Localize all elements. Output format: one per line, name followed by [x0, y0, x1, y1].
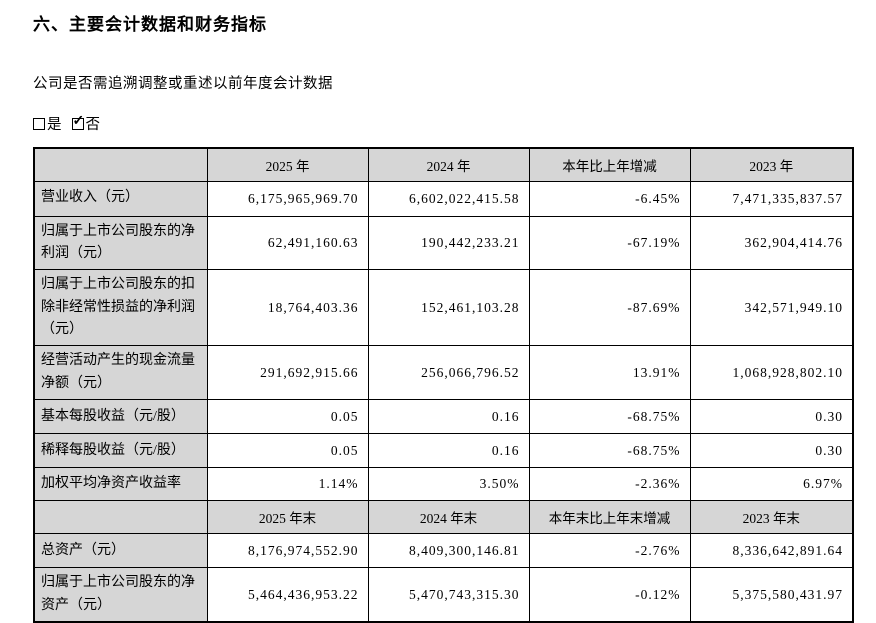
row-label: 总资产（元）	[33, 533, 208, 569]
value-cell: -2.76%	[528, 533, 691, 569]
header-cell	[33, 147, 208, 182]
checkbox-checked-icon	[71, 115, 84, 130]
header-cell-end-change: 本年末比上年末增减	[528, 500, 691, 535]
restatement-answer: 是 否	[33, 113, 853, 134]
header-cell-2024-end: 2024 年末	[367, 500, 530, 535]
value-cell: 0.05	[206, 433, 369, 469]
section-title: 六、主要会计数据和财务指标	[33, 15, 267, 34]
table-header-row-period-end: 2025 年末 2024 年末 本年末比上年末增减 2023 年末	[33, 500, 854, 535]
table-header-row-annual: 2025 年 2024 年 本年比上年增减 2023 年	[33, 147, 854, 182]
value-cell: -67.19%	[528, 215, 691, 271]
table-row-basic-eps: 基本每股收益（元/股） 0.05 0.16 -68.75% 0.30	[33, 399, 854, 435]
row-label: 加权平均净资产收益率	[33, 467, 208, 502]
option-yes: 是	[33, 113, 62, 134]
row-label: 稀释每股收益（元/股）	[33, 433, 208, 469]
table-row-diluted-eps: 稀释每股收益（元/股） 0.05 0.16 -68.75% 0.30	[33, 433, 854, 469]
value-cell: 152,461,103.28	[367, 269, 530, 347]
value-cell: 1,068,928,802.10	[689, 345, 854, 401]
value-cell: -87.69%	[528, 269, 691, 347]
table-row-net-profit-excl-nonrecurring: 归属于上市公司股东的扣除非经常性损益的净利润（元） 18,764,403.36 …	[33, 269, 854, 347]
value-cell: 6.97%	[689, 467, 854, 502]
header-cell-change: 本年比上年增减	[528, 147, 691, 182]
value-cell: -68.75%	[528, 399, 691, 435]
value-cell: 6,602,022,415.58	[367, 180, 530, 217]
value-cell: 7,471,335,837.57	[689, 180, 854, 217]
checkbox-unchecked-icon	[33, 117, 45, 130]
table-row-weighted-roe: 加权平均净资产收益率 1.14% 3.50% -2.36% 6.97%	[33, 467, 854, 502]
header-cell	[33, 500, 208, 535]
option-no: 否	[71, 113, 101, 134]
row-label: 经营活动产生的现金流量净额（元）	[33, 345, 208, 401]
restatement-question: 公司是否需追溯调整或重述以前年度会计数据	[33, 76, 333, 92]
table-row-total-assets: 总资产（元） 8,176,974,552.90 8,409,300,146.81…	[33, 533, 854, 569]
value-cell: 291,692,915.66	[206, 345, 369, 401]
header-cell-2024: 2024 年	[367, 147, 530, 182]
value-cell: 5,470,743,315.30	[367, 567, 530, 623]
value-cell: -6.45%	[528, 180, 691, 217]
value-cell: 3.50%	[367, 467, 530, 502]
value-cell: 62,491,160.63	[206, 215, 369, 271]
value-cell: 13.91%	[528, 345, 691, 401]
table-row-revenue: 营业收入（元） 6,175,965,969.70 6,602,022,415.5…	[33, 180, 854, 217]
row-label: 归属于上市公司股东的净资产（元）	[33, 567, 208, 623]
value-cell: 8,409,300,146.81	[367, 533, 530, 569]
value-cell: 0.30	[689, 433, 854, 469]
value-cell: 0.16	[367, 433, 530, 469]
value-cell: 342,571,949.10	[689, 269, 854, 347]
table-row-net-profit: 归属于上市公司股东的净利润（元） 62,491,160.63 190,442,2…	[33, 215, 854, 271]
row-label: 营业收入（元）	[33, 180, 208, 217]
financial-indicators-table: 2025 年 2024 年 本年比上年增减 2023 年 营业收入（元） 6,1…	[33, 147, 854, 623]
value-cell: 5,464,436,953.22	[206, 567, 369, 623]
value-cell: -0.12%	[528, 567, 691, 623]
value-cell: 0.30	[689, 399, 854, 435]
value-cell: 6,175,965,969.70	[206, 180, 369, 217]
value-cell: 190,442,233.21	[367, 215, 530, 271]
header-cell-2025-end: 2025 年末	[206, 500, 369, 535]
value-cell: 1.14%	[206, 467, 369, 502]
header-cell-2023: 2023 年	[689, 147, 854, 182]
value-cell: -68.75%	[528, 433, 691, 469]
row-label: 基本每股收益（元/股）	[33, 399, 208, 435]
option-yes-label: 是	[47, 117, 62, 133]
value-cell: 8,336,642,891.64	[689, 533, 854, 569]
value-cell: 8,176,974,552.90	[206, 533, 369, 569]
header-cell-2023-end: 2023 年末	[689, 500, 854, 535]
row-label: 归属于上市公司股东的净利润（元）	[33, 215, 208, 271]
header-cell-2025: 2025 年	[206, 147, 369, 182]
table-row-operating-cash-flow: 经营活动产生的现金流量净额（元） 291,692,915.66 256,066,…	[33, 345, 854, 401]
value-cell: 362,904,414.76	[689, 215, 854, 271]
table-row-net-assets: 归属于上市公司股东的净资产（元） 5,464,436,953.22 5,470,…	[33, 567, 854, 623]
value-cell: 0.05	[206, 399, 369, 435]
value-cell: 18,764,403.36	[206, 269, 369, 347]
value-cell: 256,066,796.52	[367, 345, 530, 401]
row-label: 归属于上市公司股东的扣除非经常性损益的净利润（元）	[33, 269, 208, 347]
value-cell: -2.36%	[528, 467, 691, 502]
option-no-label: 否	[85, 117, 101, 133]
value-cell: 5,375,580,431.97	[689, 567, 854, 623]
value-cell: 0.16	[367, 399, 530, 435]
